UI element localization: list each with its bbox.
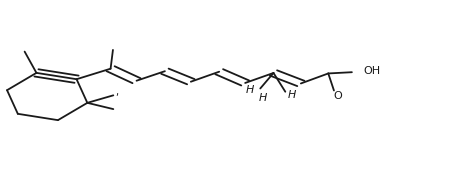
Text: H: H [288,90,296,100]
Text: H: H [258,93,267,103]
Text: O: O [333,91,342,101]
Text: ,: , [116,87,119,97]
Text: OH: OH [364,66,381,76]
Text: H: H [246,85,254,95]
